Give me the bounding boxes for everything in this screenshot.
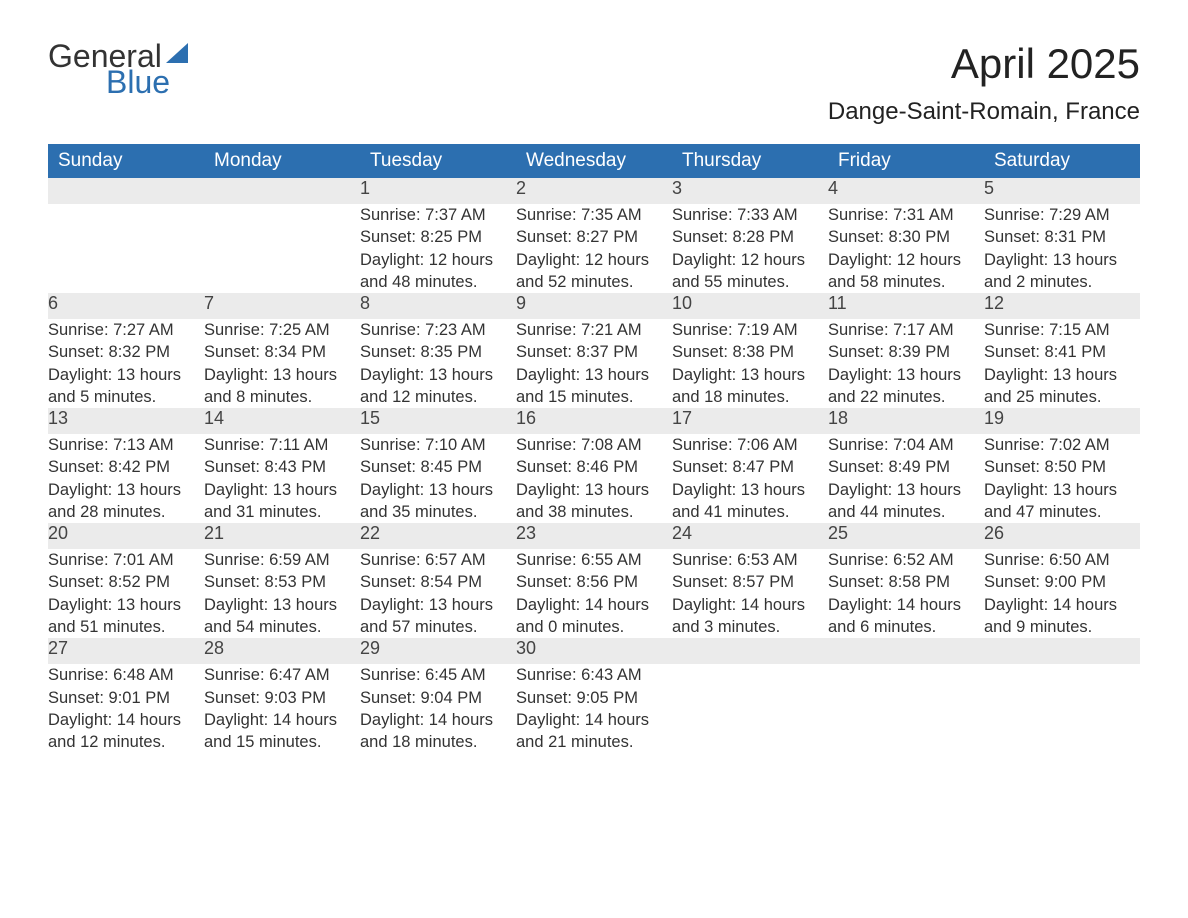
calendar-daynum-cell: 25 xyxy=(828,523,984,549)
calendar-info-cell: Sunrise: 7:17 AMSunset: 8:39 PMDaylight:… xyxy=(828,319,984,408)
calendar-info-row: Sunrise: 6:48 AMSunset: 9:01 PMDaylight:… xyxy=(48,664,1140,753)
calendar-info-cell: Sunrise: 7:19 AMSunset: 8:38 PMDaylight:… xyxy=(672,319,828,408)
calendar-info-row: Sunrise: 7:37 AMSunset: 8:25 PMDaylight:… xyxy=(48,204,1140,293)
calendar-daynum-cell xyxy=(828,638,984,664)
col-wednesday: Wednesday xyxy=(516,144,672,178)
calendar-daynum-cell: 19 xyxy=(984,408,1140,434)
calendar-daynum-cell: 9 xyxy=(516,293,672,319)
calendar-info-cell: Sunrise: 6:53 AMSunset: 8:57 PMDaylight:… xyxy=(672,549,828,638)
calendar-info-cell: Sunrise: 6:43 AMSunset: 9:05 PMDaylight:… xyxy=(516,664,672,753)
page-title: April 2025 xyxy=(828,40,1140,88)
calendar-daynum-cell: 22 xyxy=(360,523,516,549)
calendar-info-cell: Sunrise: 7:33 AMSunset: 8:28 PMDaylight:… xyxy=(672,204,828,293)
calendar-info-cell: Sunrise: 7:21 AMSunset: 8:37 PMDaylight:… xyxy=(516,319,672,408)
col-saturday: Saturday xyxy=(984,144,1140,178)
header: General Blue April 2025 Dange-Saint-Roma… xyxy=(48,40,1140,126)
calendar-daynum-cell: 11 xyxy=(828,293,984,319)
calendar-header-row: Sunday Monday Tuesday Wednesday Thursday… xyxy=(48,144,1140,178)
calendar-daynum-cell: 24 xyxy=(672,523,828,549)
calendar-info-cell: Sunrise: 7:11 AMSunset: 8:43 PMDaylight:… xyxy=(204,434,360,523)
col-sunday: Sunday xyxy=(48,144,204,178)
calendar-info-cell: Sunrise: 7:27 AMSunset: 8:32 PMDaylight:… xyxy=(48,319,204,408)
calendar-daynum-cell: 14 xyxy=(204,408,360,434)
calendar-info-cell: Sunrise: 7:31 AMSunset: 8:30 PMDaylight:… xyxy=(828,204,984,293)
calendar-daynum-cell: 18 xyxy=(828,408,984,434)
calendar-daynum-cell: 29 xyxy=(360,638,516,664)
location-subtitle: Dange-Saint-Romain, France xyxy=(828,98,1140,126)
calendar-info-row: Sunrise: 7:13 AMSunset: 8:42 PMDaylight:… xyxy=(48,434,1140,523)
calendar-daynum-cell: 21 xyxy=(204,523,360,549)
calendar-info-cell: Sunrise: 7:13 AMSunset: 8:42 PMDaylight:… xyxy=(48,434,204,523)
calendar-daynum-cell: 10 xyxy=(672,293,828,319)
calendar-daynum-cell xyxy=(48,178,204,204)
calendar-daynum-row: 6789101112 xyxy=(48,293,1140,319)
calendar-info-cell xyxy=(984,664,1140,753)
calendar-info-cell: Sunrise: 7:15 AMSunset: 8:41 PMDaylight:… xyxy=(984,319,1140,408)
calendar-info-row: Sunrise: 7:01 AMSunset: 8:52 PMDaylight:… xyxy=(48,549,1140,638)
calendar-info-cell xyxy=(48,204,204,293)
calendar-info-cell: Sunrise: 6:48 AMSunset: 9:01 PMDaylight:… xyxy=(48,664,204,753)
calendar-daynum-cell xyxy=(204,178,360,204)
calendar-daynum-cell: 26 xyxy=(984,523,1140,549)
title-block: April 2025 Dange-Saint-Romain, France xyxy=(828,40,1140,126)
calendar-daynum-row: 20212223242526 xyxy=(48,523,1140,549)
calendar-info-cell: Sunrise: 6:57 AMSunset: 8:54 PMDaylight:… xyxy=(360,549,516,638)
calendar-daynum-row: 13141516171819 xyxy=(48,408,1140,434)
calendar-daynum-cell: 8 xyxy=(360,293,516,319)
calendar-daynum-cell: 30 xyxy=(516,638,672,664)
calendar-info-cell: Sunrise: 7:08 AMSunset: 8:46 PMDaylight:… xyxy=(516,434,672,523)
calendar-daynum-cell: 6 xyxy=(48,293,204,319)
calendar-daynum-cell: 17 xyxy=(672,408,828,434)
calendar-info-cell: Sunrise: 7:37 AMSunset: 8:25 PMDaylight:… xyxy=(360,204,516,293)
col-thursday: Thursday xyxy=(672,144,828,178)
calendar-info-cell: Sunrise: 6:52 AMSunset: 8:58 PMDaylight:… xyxy=(828,549,984,638)
calendar-info-cell xyxy=(828,664,984,753)
calendar-daynum-cell: 16 xyxy=(516,408,672,434)
logo: General Blue xyxy=(48,40,194,98)
calendar-info-cell: Sunrise: 6:47 AMSunset: 9:03 PMDaylight:… xyxy=(204,664,360,753)
calendar-info-cell: Sunrise: 7:23 AMSunset: 8:35 PMDaylight:… xyxy=(360,319,516,408)
calendar-daynum-cell: 3 xyxy=(672,178,828,204)
col-friday: Friday xyxy=(828,144,984,178)
calendar-table: Sunday Monday Tuesday Wednesday Thursday… xyxy=(48,144,1140,753)
calendar-daynum-cell: 28 xyxy=(204,638,360,664)
calendar-info-cell: Sunrise: 7:06 AMSunset: 8:47 PMDaylight:… xyxy=(672,434,828,523)
col-monday: Monday xyxy=(204,144,360,178)
col-tuesday: Tuesday xyxy=(360,144,516,178)
calendar-info-row: Sunrise: 7:27 AMSunset: 8:32 PMDaylight:… xyxy=(48,319,1140,408)
calendar-info-cell: Sunrise: 7:25 AMSunset: 8:34 PMDaylight:… xyxy=(204,319,360,408)
calendar-daynum-cell: 13 xyxy=(48,408,204,434)
calendar-daynum-cell: 23 xyxy=(516,523,672,549)
calendar-daynum-row: 12345 xyxy=(48,178,1140,204)
calendar-daynum-cell: 12 xyxy=(984,293,1140,319)
calendar-daynum-cell: 1 xyxy=(360,178,516,204)
calendar-info-cell: Sunrise: 7:10 AMSunset: 8:45 PMDaylight:… xyxy=(360,434,516,523)
calendar-daynum-cell: 27 xyxy=(48,638,204,664)
calendar-daynum-cell: 15 xyxy=(360,408,516,434)
calendar-info-cell: Sunrise: 6:45 AMSunset: 9:04 PMDaylight:… xyxy=(360,664,516,753)
calendar-info-cell: Sunrise: 7:04 AMSunset: 8:49 PMDaylight:… xyxy=(828,434,984,523)
calendar-daynum-cell: 5 xyxy=(984,178,1140,204)
calendar-daynum-cell: 7 xyxy=(204,293,360,319)
calendar-info-cell: Sunrise: 7:29 AMSunset: 8:31 PMDaylight:… xyxy=(984,204,1140,293)
calendar-info-cell: Sunrise: 7:01 AMSunset: 8:52 PMDaylight:… xyxy=(48,549,204,638)
calendar-daynum-cell xyxy=(672,638,828,664)
calendar-info-cell: Sunrise: 7:02 AMSunset: 8:50 PMDaylight:… xyxy=(984,434,1140,523)
calendar-info-cell: Sunrise: 6:55 AMSunset: 8:56 PMDaylight:… xyxy=(516,549,672,638)
calendar-daynum-cell xyxy=(984,638,1140,664)
calendar-info-cell: Sunrise: 6:50 AMSunset: 9:00 PMDaylight:… xyxy=(984,549,1140,638)
calendar-info-cell xyxy=(204,204,360,293)
calendar-daynum-row: 27282930 xyxy=(48,638,1140,664)
calendar-info-cell: Sunrise: 6:59 AMSunset: 8:53 PMDaylight:… xyxy=(204,549,360,638)
calendar-daynum-cell: 20 xyxy=(48,523,204,549)
calendar-daynum-cell: 4 xyxy=(828,178,984,204)
logo-word-blue: Blue xyxy=(106,66,194,98)
calendar-info-cell: Sunrise: 7:35 AMSunset: 8:27 PMDaylight:… xyxy=(516,204,672,293)
calendar-daynum-cell: 2 xyxy=(516,178,672,204)
calendar-info-cell xyxy=(672,664,828,753)
